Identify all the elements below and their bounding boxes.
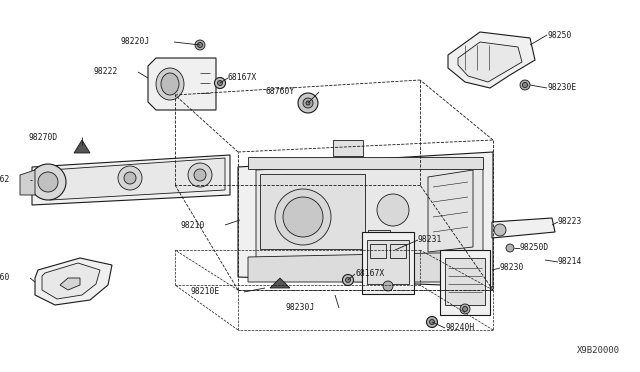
Circle shape <box>520 80 530 90</box>
Text: 98240H: 98240H <box>445 324 474 333</box>
Text: 98260: 98260 <box>0 273 10 282</box>
Circle shape <box>463 307 467 311</box>
Polygon shape <box>256 160 483 269</box>
Text: 98230E: 98230E <box>547 83 576 93</box>
Bar <box>260 174 365 249</box>
Circle shape <box>383 281 393 291</box>
Polygon shape <box>35 258 112 305</box>
Circle shape <box>124 172 136 184</box>
Circle shape <box>198 42 202 48</box>
Circle shape <box>506 244 514 252</box>
Polygon shape <box>50 158 225 200</box>
Circle shape <box>118 166 142 190</box>
Circle shape <box>522 83 527 87</box>
Circle shape <box>30 164 66 200</box>
Bar <box>333 140 363 156</box>
Circle shape <box>303 98 313 108</box>
Text: 98210E: 98210E <box>191 288 220 296</box>
Text: 98231: 98231 <box>418 235 442 244</box>
Polygon shape <box>32 155 230 205</box>
Bar <box>368 230 390 248</box>
Text: 98223: 98223 <box>558 218 582 227</box>
Text: 98250: 98250 <box>547 31 572 39</box>
Polygon shape <box>20 170 35 195</box>
Circle shape <box>460 304 470 314</box>
Circle shape <box>494 224 506 236</box>
Bar <box>390 244 406 258</box>
Polygon shape <box>60 278 80 290</box>
Circle shape <box>194 169 206 181</box>
Circle shape <box>188 163 212 187</box>
Polygon shape <box>448 32 535 88</box>
Text: 98230J: 98230J <box>285 304 315 312</box>
Bar <box>445 258 485 305</box>
Ellipse shape <box>161 73 179 95</box>
Circle shape <box>306 101 310 105</box>
Circle shape <box>275 189 331 245</box>
Bar <box>248 157 483 169</box>
Ellipse shape <box>156 68 184 100</box>
Text: 98230: 98230 <box>500 263 524 273</box>
Text: 68760Y: 68760Y <box>266 87 295 96</box>
Polygon shape <box>492 218 555 238</box>
Circle shape <box>218 80 223 86</box>
Circle shape <box>283 197 323 237</box>
Polygon shape <box>148 58 216 110</box>
Bar <box>370 244 386 258</box>
Text: 68167X: 68167X <box>355 269 384 279</box>
Circle shape <box>298 93 318 113</box>
Text: 68167X: 68167X <box>228 74 257 83</box>
Text: 98210: 98210 <box>180 221 205 230</box>
Text: 98270D: 98270D <box>29 132 58 141</box>
Polygon shape <box>458 42 522 82</box>
Bar <box>362 232 414 294</box>
Polygon shape <box>74 140 90 153</box>
Circle shape <box>214 77 225 89</box>
Text: X9B20000: X9B20000 <box>577 346 620 355</box>
Polygon shape <box>248 252 481 282</box>
Polygon shape <box>270 278 290 288</box>
Bar <box>367 240 409 284</box>
Polygon shape <box>42 263 100 299</box>
Circle shape <box>346 278 351 282</box>
Text: 98250D: 98250D <box>520 244 549 253</box>
Circle shape <box>195 40 205 50</box>
Circle shape <box>429 320 435 324</box>
Text: 98262: 98262 <box>0 176 10 185</box>
Circle shape <box>377 194 409 226</box>
Text: 98214: 98214 <box>558 257 582 266</box>
Text: 98222: 98222 <box>93 67 118 77</box>
Polygon shape <box>238 152 493 287</box>
Circle shape <box>38 172 58 192</box>
Circle shape <box>426 317 438 327</box>
Text: 98220J: 98220J <box>121 38 150 46</box>
Bar <box>440 250 490 315</box>
Polygon shape <box>428 170 473 252</box>
Circle shape <box>342 275 353 285</box>
